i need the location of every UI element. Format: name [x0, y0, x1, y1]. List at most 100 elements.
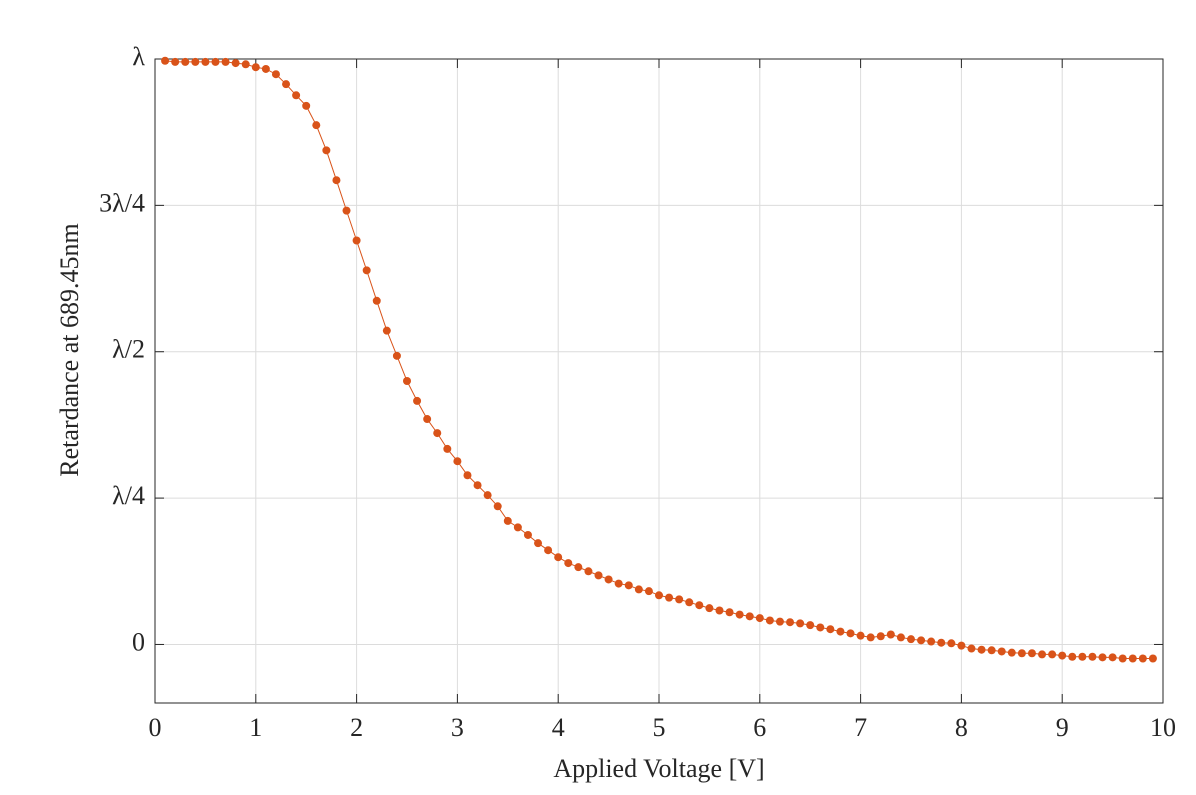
- data-point: [987, 646, 996, 655]
- data-point: [463, 471, 472, 480]
- data-point: [564, 559, 573, 568]
- data-point: [1148, 654, 1157, 663]
- data-point: [473, 481, 482, 490]
- data-point: [1098, 653, 1107, 662]
- data-point: [937, 638, 946, 647]
- data-point: [725, 608, 734, 617]
- y-axis-label: Retardance at 689.45nm: [55, 223, 84, 476]
- data-point: [453, 457, 462, 466]
- x-tick-label: 8: [955, 713, 968, 742]
- axes-box: [154, 58, 1164, 704]
- data-point: [201, 57, 210, 66]
- data-point: [221, 57, 230, 66]
- data-point: [382, 326, 391, 335]
- data-point: [644, 587, 653, 596]
- data-point: [302, 101, 311, 110]
- x-tick-label: 5: [653, 713, 666, 742]
- data-point: [957, 641, 966, 650]
- data-point: [947, 639, 956, 648]
- data-point: [352, 236, 361, 245]
- x-tick-label: 4: [552, 713, 565, 742]
- data-point: [161, 56, 170, 65]
- data-point: [312, 121, 321, 130]
- x-tick-label: 0: [149, 713, 162, 742]
- data-point: [322, 146, 331, 155]
- data-point: [231, 59, 240, 68]
- x-tick-label: 10: [1150, 713, 1176, 742]
- data-point: [967, 644, 976, 653]
- x-tick-label: 6: [753, 713, 766, 742]
- data-point: [1128, 654, 1137, 663]
- data-point: [624, 581, 633, 590]
- y-tick-label: λ/2: [112, 335, 145, 364]
- data-point: [1108, 653, 1117, 662]
- data-point: [1017, 649, 1026, 658]
- data-point: [493, 502, 502, 511]
- data-point: [282, 80, 291, 89]
- data-point: [271, 70, 280, 79]
- data-point: [1078, 652, 1087, 661]
- data-point: [1048, 650, 1057, 659]
- data-point: [1027, 649, 1036, 658]
- x-tick-label: 1: [249, 713, 262, 742]
- data-point: [907, 635, 915, 644]
- x-tick-label: 2: [350, 713, 363, 742]
- data-point: [1088, 652, 1097, 661]
- y-tick-label: 3λ/4: [99, 188, 145, 217]
- data-point: [685, 598, 694, 607]
- data-point: [171, 57, 180, 66]
- data-point: [634, 585, 643, 594]
- data-point: [927, 637, 936, 646]
- data-point: [745, 612, 754, 621]
- data-point: [665, 593, 674, 602]
- data-point: [917, 636, 926, 645]
- data-point: [796, 619, 805, 628]
- data-point: [997, 647, 1006, 656]
- data-point: [584, 567, 593, 576]
- data-point: [443, 444, 452, 453]
- data-point: [775, 617, 784, 626]
- data-point: [876, 632, 885, 641]
- data-point: [241, 60, 250, 69]
- data-point: [483, 491, 492, 500]
- data-point: [655, 591, 663, 600]
- data-point: [372, 296, 381, 305]
- data-point: [614, 579, 623, 588]
- data-point: [544, 546, 553, 555]
- x-axis-label: Applied Voltage [V]: [553, 754, 764, 783]
- data-point: [342, 206, 351, 215]
- data-point: [846, 629, 855, 638]
- y-tick-label: λ/4: [112, 481, 145, 510]
- data-point: [211, 57, 220, 66]
- x-tick-label: 3: [451, 713, 464, 742]
- data-point: [513, 523, 522, 532]
- data-point: [292, 91, 301, 100]
- data-point: [1138, 654, 1147, 663]
- x-tick-label: 7: [854, 713, 867, 742]
- data-point: [413, 396, 422, 405]
- data-point: [554, 553, 563, 562]
- data-point: [594, 571, 603, 580]
- data-point: [423, 415, 432, 424]
- data-point: [523, 530, 532, 539]
- data-point: [181, 57, 190, 66]
- data-point: [574, 563, 583, 572]
- data-point: [503, 516, 512, 525]
- data-point: [433, 429, 442, 438]
- data-point: [977, 645, 986, 654]
- data-point: [1118, 654, 1127, 663]
- data-point: [786, 618, 795, 627]
- data-point: [191, 57, 200, 66]
- data-point: [604, 575, 613, 584]
- data-point: [896, 633, 905, 642]
- data-point: [695, 601, 704, 610]
- data-point: [806, 621, 815, 630]
- data-point: [362, 266, 371, 275]
- data-point: [392, 351, 401, 360]
- data-point: [886, 630, 895, 639]
- data-point: [1007, 648, 1016, 657]
- data-point: [816, 623, 825, 632]
- x-tick-label: 9: [1056, 713, 1069, 742]
- y-tick-label: 0: [132, 627, 145, 656]
